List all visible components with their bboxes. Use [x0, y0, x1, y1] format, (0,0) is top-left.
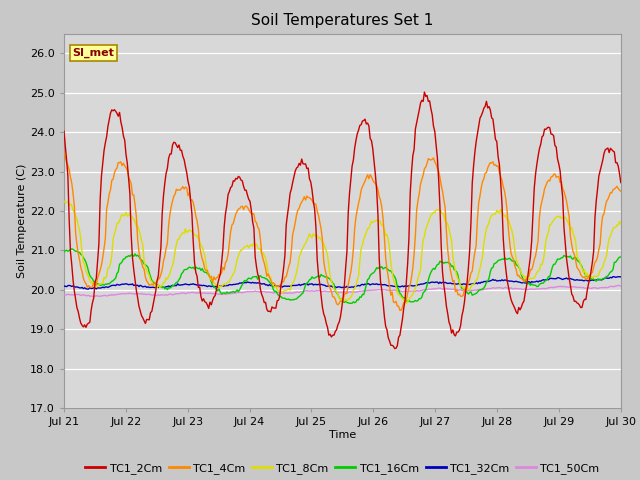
Y-axis label: Soil Temperature (C): Soil Temperature (C) — [17, 164, 28, 278]
X-axis label: Time: Time — [329, 430, 356, 440]
Legend: TC1_2Cm, TC1_4Cm, TC1_8Cm, TC1_16Cm, TC1_32Cm, TC1_50Cm: TC1_2Cm, TC1_4Cm, TC1_8Cm, TC1_16Cm, TC1… — [81, 458, 604, 478]
Text: SI_met: SI_met — [72, 48, 114, 59]
Title: Soil Temperatures Set 1: Soil Temperatures Set 1 — [252, 13, 433, 28]
